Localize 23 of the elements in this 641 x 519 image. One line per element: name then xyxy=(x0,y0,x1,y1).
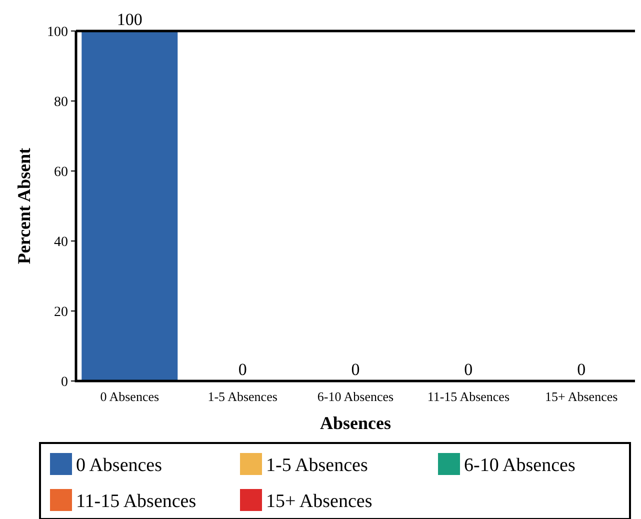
legend-label: 11-15 Absences xyxy=(76,491,196,512)
x-tick-label: 6-10 Absences xyxy=(317,389,394,404)
y-tick-label: 80 xyxy=(54,94,68,110)
y-tick-label: 100 xyxy=(47,24,68,40)
data-label: 0 xyxy=(464,360,473,379)
data-label: 0 xyxy=(577,360,586,379)
y-tick-label: 40 xyxy=(54,234,68,250)
y-axis-title: Percent Absent xyxy=(14,148,34,264)
data-label: 0 xyxy=(238,360,247,379)
legend-label: 0 Absences xyxy=(76,455,162,476)
legend-label: 6-10 Absences xyxy=(464,455,576,476)
y-tick-label: 20 xyxy=(54,304,68,320)
legend-label: 15+ Absences xyxy=(266,491,372,512)
x-tick-label: 11-15 Absences xyxy=(427,389,510,404)
y-tick-label: 60 xyxy=(54,164,68,180)
x-tick-label: 1-5 Absences xyxy=(208,389,278,404)
x-axis-title: Absences xyxy=(320,413,391,433)
x-tick-label: 0 Absences xyxy=(100,389,160,404)
data-label: 0 xyxy=(351,360,360,379)
data-label: 100 xyxy=(116,10,142,29)
legend-label: 1-5 Absences xyxy=(266,455,368,476)
x-tick-label: 15+ Absences xyxy=(545,389,618,404)
y-tick-label: 0 xyxy=(61,374,68,390)
